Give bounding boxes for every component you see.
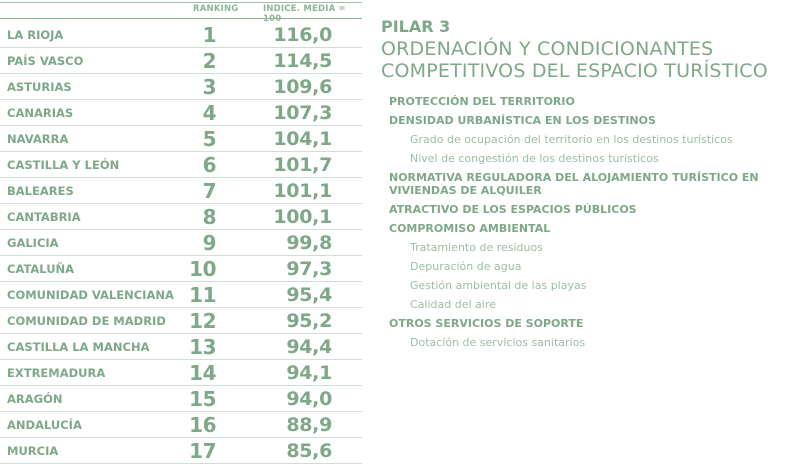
pillar-category: NORMATIVA REGULADORA DEL ALOJAMIENTO TUR… (389, 171, 759, 197)
table-row: BALEARES 7 101,1 (0, 178, 362, 204)
table-row: EXTREMADURA 14 94,1 (0, 360, 362, 386)
pillar-title: ORDENACIÓN Y CONDICIONANTES COMPETITIVOS… (381, 38, 793, 82)
region-index-value: 114,5 (273, 50, 332, 72)
table-body: LA RIOJA 1 116,0 PAÍS VASCO 2 114,5 ASTURIAS 3 1… (0, 22, 362, 464)
table-row: ANDALUCÍA 16 88,9 (0, 412, 362, 438)
table-row: ARAGÓN 15 94,0 (0, 386, 362, 412)
table-row: CASTILLA LA MANCHA 13 94,4 (0, 334, 362, 360)
pillar-title-line-2: COMPETITIVOS DEL ESPACIO TURÍSTICO (381, 60, 768, 82)
table-row: PAÍS VASCO 2 114,5 (0, 48, 362, 74)
region-name: GALICIA (7, 236, 59, 250)
region-rank: 7 (202, 179, 217, 203)
table-row: COMUNIDAD VALENCIANA 11 95,4 (0, 282, 362, 308)
region-index-value: 99,8 (286, 232, 332, 254)
region-index-value: 85,6 (286, 440, 332, 462)
ranking-column-header: RANKING (193, 4, 239, 14)
region-name: ANDALUCÍA (7, 418, 82, 432)
table-row: COMUNIDAD DE MADRID 12 95,2 (0, 308, 362, 334)
table-row: CANARIAS 4 107,3 (0, 100, 362, 126)
region-name: COMUNIDAD DE MADRID (7, 314, 166, 328)
region-index-value: 94,1 (286, 362, 332, 384)
region-rank: 13 (189, 335, 216, 359)
region-rank: 1 (202, 23, 217, 47)
region-index-value: 94,0 (286, 388, 332, 410)
region-index-value: 95,2 (286, 310, 332, 332)
region-rank: 14 (189, 361, 216, 385)
table-row: CATALUÑA 10 97,3 (0, 256, 362, 282)
region-name: EXTREMADURA (7, 366, 106, 380)
pillar-subcategory: Gestión ambiental de las playas (410, 279, 587, 292)
pillar-category: PROTECCIÓN DEL TERRITORIO (389, 95, 575, 108)
region-rank: 6 (202, 153, 217, 177)
region-rank: 8 (202, 205, 217, 229)
region-name: MURCIA (7, 444, 59, 458)
pillar-category: OTROS SERVICIOS DE SOPORTE (389, 317, 584, 330)
table-row: LA RIOJA 1 116,0 (0, 22, 362, 48)
region-rank: 17 (189, 439, 216, 463)
region-name: CASTILLA LA MANCHA (7, 340, 150, 354)
region-name: ARAGÓN (7, 392, 63, 406)
region-name: LA RIOJA (7, 28, 64, 42)
region-index-value: 101,1 (273, 180, 332, 202)
region-rank: 2 (202, 49, 217, 73)
region-rank: 12 (189, 309, 216, 333)
pillar-subcategory: Nivel de congestión de los destinos turí… (410, 152, 659, 165)
region-index-value: 101,7 (273, 154, 332, 176)
table-header: RANKING INDICE. MEDIA = 100 (0, 4, 362, 24)
region-rank: 11 (189, 283, 216, 307)
table-row: ASTURIAS 3 109,6 (0, 74, 362, 100)
table-row: CANTABRIA 8 100,1 (0, 204, 362, 230)
region-name: CANARIAS (7, 106, 74, 120)
pillar-subcategory: Depuración de agua (410, 260, 522, 273)
region-rank: 5 (202, 127, 217, 151)
pillar-category: DENSIDAD URBANÍSTICA EN LOS DESTINOS (389, 114, 656, 127)
table-row: GALICIA 9 99,8 (0, 230, 362, 256)
pillar-subcategory: Tratamiento de residuos (410, 241, 543, 254)
table-top-rule (0, 2, 362, 3)
table-row: NAVARRA 5 104,1 (0, 126, 362, 152)
region-rank: 15 (189, 387, 216, 411)
region-index-value: 107,3 (273, 102, 332, 124)
region-name: CANTABRIA (7, 210, 81, 224)
region-index-value: 100,1 (273, 206, 332, 228)
region-rank: 3 (202, 75, 217, 99)
region-rank: 10 (189, 257, 216, 281)
pillar-heading: PILAR 3 ORDENACIÓN Y CONDICIONANTES COMP… (381, 17, 793, 83)
pillar-category: ATRACTIVO DE LOS ESPACIOS PÚBLICOS (389, 203, 637, 216)
region-name: PAÍS VASCO (7, 54, 84, 68)
region-rank: 9 (202, 231, 217, 255)
pillar-category: COMPROMISO AMBIENTAL (389, 222, 551, 235)
pillar-subcategory: Dotación de servicios sanitarios (410, 336, 586, 349)
region-name: BALEARES (7, 184, 74, 198)
region-index-value: 95,4 (286, 284, 332, 306)
table-row: MURCIA 17 85,6 (0, 438, 362, 464)
index-column-header: INDICE. MEDIA = 100 (263, 4, 346, 24)
region-index-value: 104,1 (273, 128, 332, 150)
region-index-value: 109,6 (273, 76, 332, 98)
region-index-value: 88,9 (286, 414, 332, 436)
region-rank: 16 (189, 413, 216, 437)
region-name: COMUNIDAD VALENCIANA (7, 288, 174, 302)
pillar-subcategory: Calidad del aire (410, 298, 496, 311)
region-index-value: 94,4 (286, 336, 332, 358)
region-rank: 4 (202, 101, 217, 125)
table-header-rule (0, 18, 362, 19)
pillar-subcategory: Grado de ocupación del territorio en los… (410, 133, 733, 146)
region-name: CASTILLA Y LEÓN (7, 158, 120, 172)
region-index-value: 97,3 (286, 258, 332, 280)
pillar-label: PILAR 3 (381, 17, 451, 36)
region-index-value: 116,0 (273, 24, 332, 46)
region-name: NAVARRA (7, 132, 69, 146)
pillar-title-line-1: ORDENACIÓN Y CONDICIONANTES (381, 38, 714, 60)
pillar-items-list: PROTECCIÓN DEL TERRITORIO DENSIDAD URBANÍ… (389, 95, 794, 355)
table-row: CASTILLA Y LEÓN 6 101,7 (0, 152, 362, 178)
region-name: ASTURIAS (7, 80, 72, 94)
region-name: CATALUÑA (7, 262, 75, 276)
